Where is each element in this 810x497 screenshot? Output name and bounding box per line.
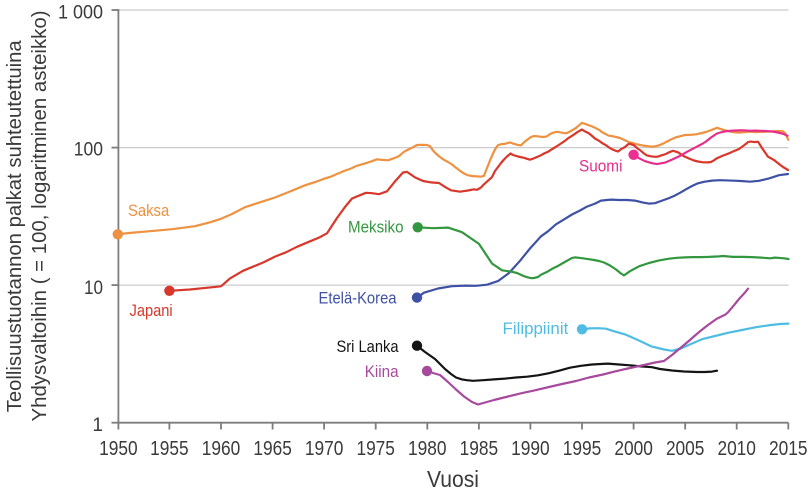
svg-text:1985: 1985 <box>460 438 499 460</box>
svg-text:1990: 1990 <box>511 438 550 460</box>
svg-text:1 000: 1 000 <box>58 2 103 23</box>
svg-text:Sri Lanka: Sri Lanka <box>337 337 399 356</box>
svg-text:1950: 1950 <box>99 438 138 460</box>
svg-text:Kiina: Kiina <box>365 362 399 381</box>
svg-text:2000: 2000 <box>614 438 653 460</box>
svg-text:Meksiko: Meksiko <box>348 218 404 237</box>
svg-text:Suomi: Suomi <box>579 157 623 176</box>
svg-text:1955: 1955 <box>150 438 189 460</box>
svg-text:Filippiinit: Filippiinit <box>503 319 569 338</box>
svg-text:1: 1 <box>92 415 103 436</box>
svg-text:1975: 1975 <box>356 438 395 460</box>
svg-text:100: 100 <box>74 140 103 161</box>
svg-text:Etelä-Korea: Etelä-Korea <box>319 288 397 307</box>
svg-text:2010: 2010 <box>717 438 756 460</box>
svg-text:Teollisuustuotannon palkat suh: Teollisuustuotannon palkat suhteutettuin… <box>4 39 26 412</box>
svg-text:1960: 1960 <box>202 438 241 460</box>
svg-text:Japani: Japani <box>130 301 173 320</box>
svg-text:Yhdysvaltoihin ( = 100, logari: Yhdysvaltoihin ( = 100, logaritminen ast… <box>29 11 51 422</box>
svg-text:1995: 1995 <box>563 438 602 460</box>
svg-text:1980: 1980 <box>408 438 447 460</box>
svg-text:Vuosi: Vuosi <box>427 466 479 492</box>
svg-text:2015: 2015 <box>769 438 808 460</box>
svg-text:1970: 1970 <box>305 438 344 460</box>
svg-text:1965: 1965 <box>253 438 292 460</box>
svg-text:2005: 2005 <box>666 438 705 460</box>
svg-text:Saksa: Saksa <box>128 201 170 220</box>
svg-text:10: 10 <box>84 278 103 299</box>
